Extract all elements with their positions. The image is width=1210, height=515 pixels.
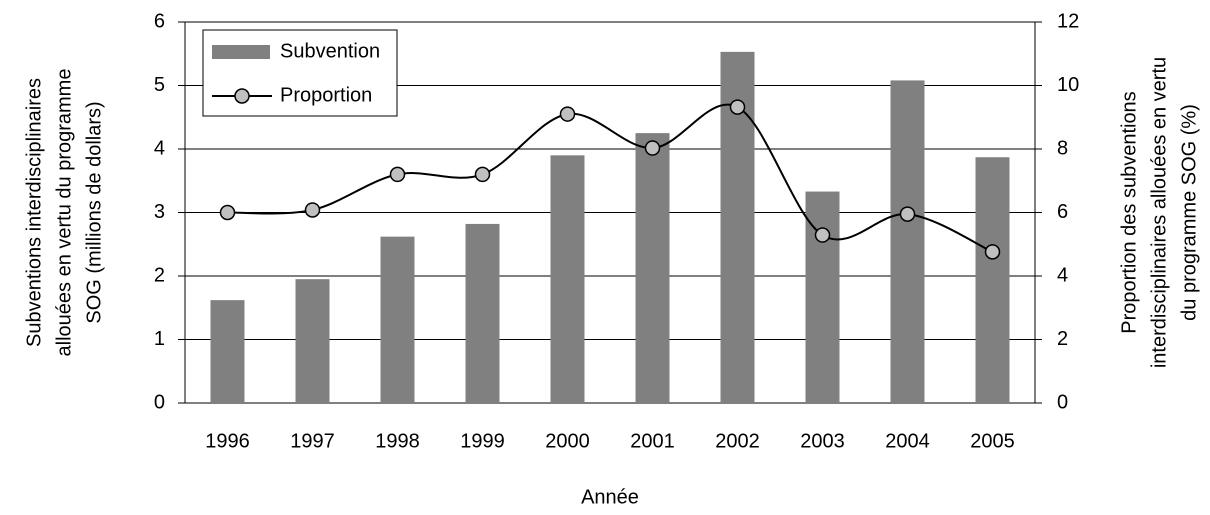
x-tick-label: 2005 (970, 430, 1015, 452)
bar (635, 133, 670, 403)
y-tick-label: 4 (154, 137, 165, 159)
y2-tick-label: 2 (1057, 328, 1068, 350)
x-tick-label: 2004 (885, 430, 930, 452)
x-tick-label: 1998 (375, 430, 420, 452)
marker (474, 166, 491, 183)
legend-marker (234, 88, 250, 104)
x-tick-label: 1996 (205, 430, 250, 452)
y-tick-label: 5 (154, 74, 165, 96)
marker (559, 106, 576, 122)
legend-label: Proportion (280, 84, 372, 106)
bar (465, 223, 500, 403)
y2-tick-label: 0 (1057, 391, 1068, 413)
marker (984, 244, 1001, 260)
x-tick-label: 1999 (460, 430, 505, 452)
bar (380, 236, 415, 403)
y2-axis-label-line: Proportion des subventions (1118, 91, 1140, 333)
legend-label: Subvention (280, 40, 380, 62)
legend: Subvention Proportion (202, 29, 398, 117)
y-tick-label: 3 (154, 201, 165, 223)
y2-tick-label: 4 (1057, 264, 1068, 286)
y-axis-label: Subventions interdisciplinaires allouées … (23, 69, 105, 357)
marker (389, 166, 406, 183)
marker (644, 140, 661, 156)
bar (210, 300, 245, 403)
marker (219, 204, 236, 221)
marker (899, 206, 916, 222)
y2-axis-label: Proportion des subventions interdisciplin… (1118, 57, 1200, 368)
y-tick-label: 0 (154, 391, 165, 413)
y2-tick-label: 8 (1057, 137, 1068, 159)
legend-box (202, 29, 398, 117)
y-tick-label: 6 (154, 10, 165, 32)
bar (890, 80, 925, 404)
y2-tick-label: 10 (1057, 74, 1079, 96)
line (227, 103, 993, 253)
y-axis-label-line: Subventions interdisciplinaires (23, 78, 45, 347)
y-axis-label-line: allouées en vertu du programme (53, 69, 75, 357)
marker (729, 99, 746, 115)
y2-tick-label: 6 (1057, 201, 1068, 223)
x-tick-label: 2001 (630, 430, 675, 452)
y-axis-label-line: SOG (millions de dollars) (83, 101, 105, 323)
x-axis-label: Année (581, 486, 639, 508)
bar (805, 191, 840, 403)
legend-swatch (212, 45, 270, 59)
bar (295, 279, 330, 403)
bar (975, 157, 1010, 403)
y-tick-label: 2 (154, 264, 165, 286)
x-tick-label: 2002 (715, 430, 760, 452)
y-tick-label: 1 (154, 328, 165, 350)
y2-tick-label: 12 (1057, 10, 1079, 32)
x-tick-label: 2000 (545, 430, 590, 452)
marker (304, 202, 321, 218)
x-tick-label: 2003 (800, 430, 845, 452)
marker (814, 227, 831, 243)
y2-axis-label-line: du programme SOG (%) (1178, 104, 1200, 321)
x-tick-label: 1997 (290, 430, 335, 452)
y2-axis-label-line: interdisciplinaires allouées en vertu (1148, 57, 1170, 368)
bar (550, 155, 585, 403)
